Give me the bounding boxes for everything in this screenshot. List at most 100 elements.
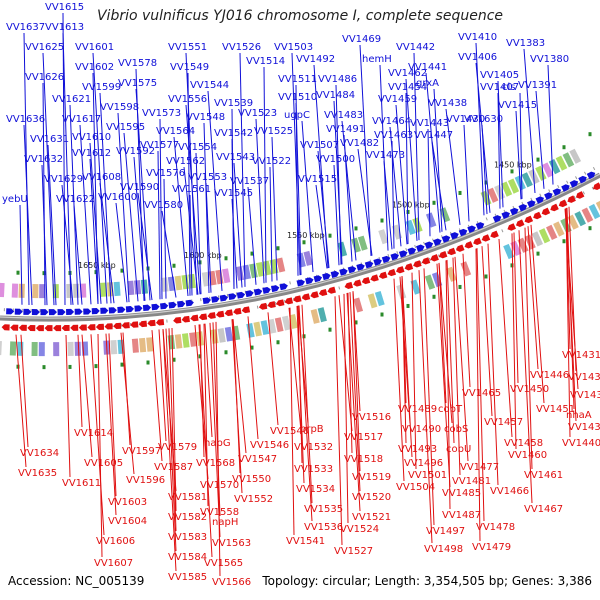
forward-gene-group: [14, 308, 23, 315]
bottom-gene-label: VV1457: [484, 417, 523, 428]
forward-gene-group: [424, 241, 434, 249]
top-label-leader: [99, 92, 112, 304]
bottom-gene-label: VV1533: [294, 464, 333, 475]
top-label-leader: [133, 156, 146, 301]
bottom-label-leader: [198, 324, 213, 558]
top-label-leader: [475, 42, 485, 216]
bottom-label-leader: [454, 256, 469, 462]
top-label-leader: [425, 72, 441, 233]
reverse-gene-group: [267, 301, 276, 309]
top-gene-label: VV1625: [25, 42, 64, 53]
reverse-gene-arrow: [430, 254, 439, 262]
forward-gene-arrow: [390, 253, 400, 261]
top-gene-label: VV1442: [396, 42, 435, 53]
forward-gene-arrow: [83, 308, 92, 315]
outer-tick: [423, 241, 426, 245]
bottom-label-leader: [393, 278, 405, 482]
function-tile: [378, 229, 389, 245]
top-gene-label: VV1405: [480, 70, 519, 81]
forward-gene-arrow: [270, 285, 280, 293]
reverse-gene-group: [173, 316, 182, 324]
accession-label: Accession: NC_005139: [8, 574, 145, 588]
bottom-label-leader: [20, 334, 29, 448]
top-gene-label: VV1551: [168, 42, 207, 53]
bottom-label-leader: [77, 334, 83, 428]
top-label-leader: [137, 192, 153, 301]
bottom-gene-label: VV1461: [524, 470, 563, 481]
reverse-gene-group: [430, 254, 439, 262]
reverse-gene-group: [155, 318, 165, 326]
top-gene-label: VV1383: [506, 38, 545, 49]
bottom-gene-label: VV1605: [84, 458, 123, 469]
reverse-gene-arrow: [473, 237, 482, 246]
function-tile: [588, 203, 600, 220]
top-gene-label: VV1595: [106, 122, 145, 133]
bottom-gene-label: VV1521: [352, 512, 391, 523]
top-label-leader: [357, 148, 373, 256]
forward-gene-arrow: [407, 247, 417, 255]
forward-gene-group: [48, 309, 57, 316]
forward-gene-group: [108, 307, 117, 314]
forward-gene-group: [373, 258, 382, 266]
kbp-tick: [16, 270, 20, 275]
function-tile-group: [337, 241, 348, 257]
forward-gene-group: [236, 291, 246, 299]
kbp-tick: [484, 274, 488, 279]
forward-gene-arrow: [48, 309, 57, 316]
reverse-gene-group: [215, 310, 225, 318]
reverse-gene-group: [413, 260, 422, 268]
forward-gene-arrow: [253, 288, 263, 296]
forward-gene-group: [322, 273, 331, 281]
reverse-gene-arrow: [44, 325, 53, 332]
top-gene-label: VV1626: [25, 72, 64, 83]
bottom-gene-label: VV1481: [452, 476, 491, 487]
bottom-gene-label: VV1465: [462, 388, 501, 399]
top-gene-label: VV1491: [326, 124, 365, 135]
function-tile: [357, 235, 368, 251]
reverse-gene-arrow: [481, 234, 491, 242]
inner-tick: [573, 195, 576, 199]
bottom-gene-label: VV1534: [296, 484, 335, 495]
forward-gene-group: [544, 192, 553, 200]
top-gene-label: VV1407: [480, 82, 519, 93]
forward-gene-group: [91, 308, 100, 315]
top-gene-label: VV1539: [214, 98, 253, 109]
forward-gene-group: [262, 286, 271, 294]
top-gene-label: VV1632: [24, 154, 63, 165]
reverse-gene-arrow: [1, 324, 10, 331]
top-label-leader: [413, 52, 420, 241]
kbp-tick: [224, 256, 228, 261]
reverse-gene-group: [455, 244, 465, 252]
function-tile: [0, 340, 2, 356]
function-tile-group: [134, 280, 142, 295]
function-tile: [581, 207, 594, 223]
function-tile-group: [260, 320, 270, 336]
top-label-leader: [463, 124, 470, 222]
forward-gene-arrow: [492, 215, 502, 223]
kbp-tick: [302, 240, 306, 245]
function-tile: [553, 221, 565, 237]
function-tile-group: [553, 221, 565, 237]
top-label-leader: [41, 164, 48, 306]
reverse-gene-arrow: [18, 324, 27, 331]
function-tile-group: [181, 274, 190, 290]
function-tile-group: [174, 334, 183, 349]
bottom-gene-label: VV1477: [460, 462, 499, 473]
reverse-gene-arrow: [361, 276, 371, 285]
reverse-gene-group: [87, 324, 96, 331]
bottom-label-leader: [423, 268, 435, 526]
kbp-tick: [458, 284, 462, 289]
top-label-leader: [497, 92, 501, 209]
function-tile-group: [174, 275, 183, 291]
bottom-gene-label: VV1635: [18, 468, 57, 479]
function-tile: [410, 279, 421, 295]
top-label-leader: [271, 136, 278, 281]
top-label-leader: [405, 78, 418, 241]
bottom-label-leader: [289, 307, 295, 536]
function-tile-group: [531, 231, 544, 247]
forward-gene-group: [253, 288, 263, 296]
top-label-leader: [205, 182, 212, 293]
top-gene-label: VV1511: [278, 74, 317, 85]
reverse-gene-arrow: [533, 211, 542, 220]
forward-gene-arrow: [185, 299, 194, 307]
